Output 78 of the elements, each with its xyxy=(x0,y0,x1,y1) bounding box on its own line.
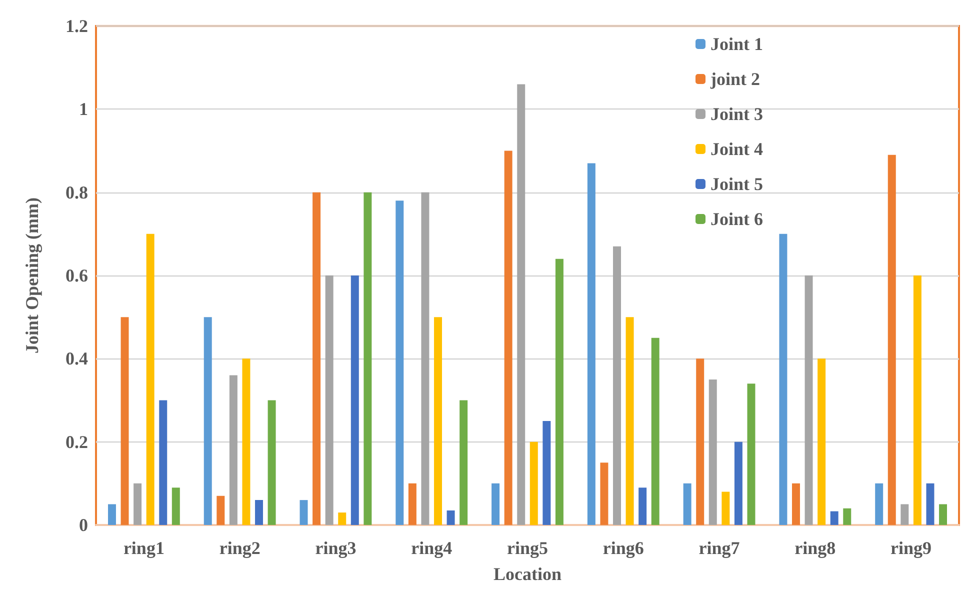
legend-label: Joint 1 xyxy=(710,34,764,54)
x-tick-label: ring3 xyxy=(315,538,356,558)
bar xyxy=(204,317,212,525)
bar xyxy=(300,500,308,525)
bar xyxy=(434,317,442,525)
bar xyxy=(722,492,730,525)
bar xyxy=(268,400,276,525)
bar xyxy=(325,276,334,525)
bar xyxy=(229,375,238,525)
bar xyxy=(408,483,416,525)
bar xyxy=(172,488,180,525)
bar xyxy=(613,246,621,525)
bar xyxy=(242,358,250,525)
bar xyxy=(134,483,142,525)
bar xyxy=(888,154,896,525)
bar xyxy=(747,384,756,525)
bar xyxy=(364,192,372,525)
x-tick-label: ring6 xyxy=(602,538,644,558)
bar xyxy=(875,483,884,525)
bar xyxy=(651,338,660,525)
y-axis-title: Joint Opening (mm) xyxy=(22,197,42,354)
y-tick-label: 0.2 xyxy=(66,432,88,452)
bar xyxy=(517,84,526,525)
bar xyxy=(146,234,154,525)
bar xyxy=(804,276,813,525)
bar xyxy=(792,483,800,525)
bar xyxy=(216,496,225,525)
bar xyxy=(460,400,468,525)
bar xyxy=(555,258,564,525)
legend-label: Joint 5 xyxy=(710,174,764,194)
bar xyxy=(638,488,647,525)
bar xyxy=(492,483,500,525)
bar xyxy=(350,276,359,525)
y-tick-label: 0.6 xyxy=(66,266,88,286)
bar xyxy=(312,192,321,525)
bar xyxy=(530,442,538,525)
bar xyxy=(542,421,551,525)
bar xyxy=(421,192,430,525)
bar xyxy=(818,358,826,525)
bar xyxy=(108,504,116,525)
y-tick-label: 0 xyxy=(79,515,88,535)
bar xyxy=(683,483,692,525)
bar xyxy=(734,442,742,525)
bar xyxy=(255,500,264,525)
y-tick-label: 1.2 xyxy=(66,16,88,36)
bar xyxy=(120,317,129,525)
bar xyxy=(446,510,455,525)
bar xyxy=(159,400,168,525)
bar xyxy=(939,504,948,525)
legend-label: Joint 6 xyxy=(710,209,764,229)
x-tick-label: ring7 xyxy=(698,538,740,558)
bar xyxy=(779,234,788,525)
x-tick-label: ring4 xyxy=(411,538,452,558)
x-tick-label: ring1 xyxy=(123,538,164,558)
bar xyxy=(708,379,717,525)
bar xyxy=(830,511,838,525)
bar xyxy=(504,150,512,525)
bar xyxy=(600,462,608,525)
legend-label: joint 2 xyxy=(709,69,760,89)
x-tick-label: ring5 xyxy=(506,538,548,558)
bar xyxy=(913,276,922,525)
bar xyxy=(900,504,909,525)
x-tick-label: ring8 xyxy=(794,538,836,558)
x-tick-label: ring9 xyxy=(890,538,932,558)
y-tick-label: 0.4 xyxy=(66,348,88,369)
bar xyxy=(396,200,404,525)
legend-label: Joint 3 xyxy=(710,104,764,124)
bar xyxy=(926,483,934,525)
bar xyxy=(626,317,634,525)
legend-label: Joint 4 xyxy=(710,139,764,159)
x-axis-title: Location xyxy=(493,564,562,584)
y-tick-label: 0.8 xyxy=(66,182,88,202)
bar xyxy=(843,508,852,525)
x-tick-label: ring2 xyxy=(219,538,260,558)
bar xyxy=(338,512,346,525)
bar xyxy=(587,163,596,525)
bar xyxy=(696,358,704,525)
y-tick-label: 1 xyxy=(79,99,88,120)
